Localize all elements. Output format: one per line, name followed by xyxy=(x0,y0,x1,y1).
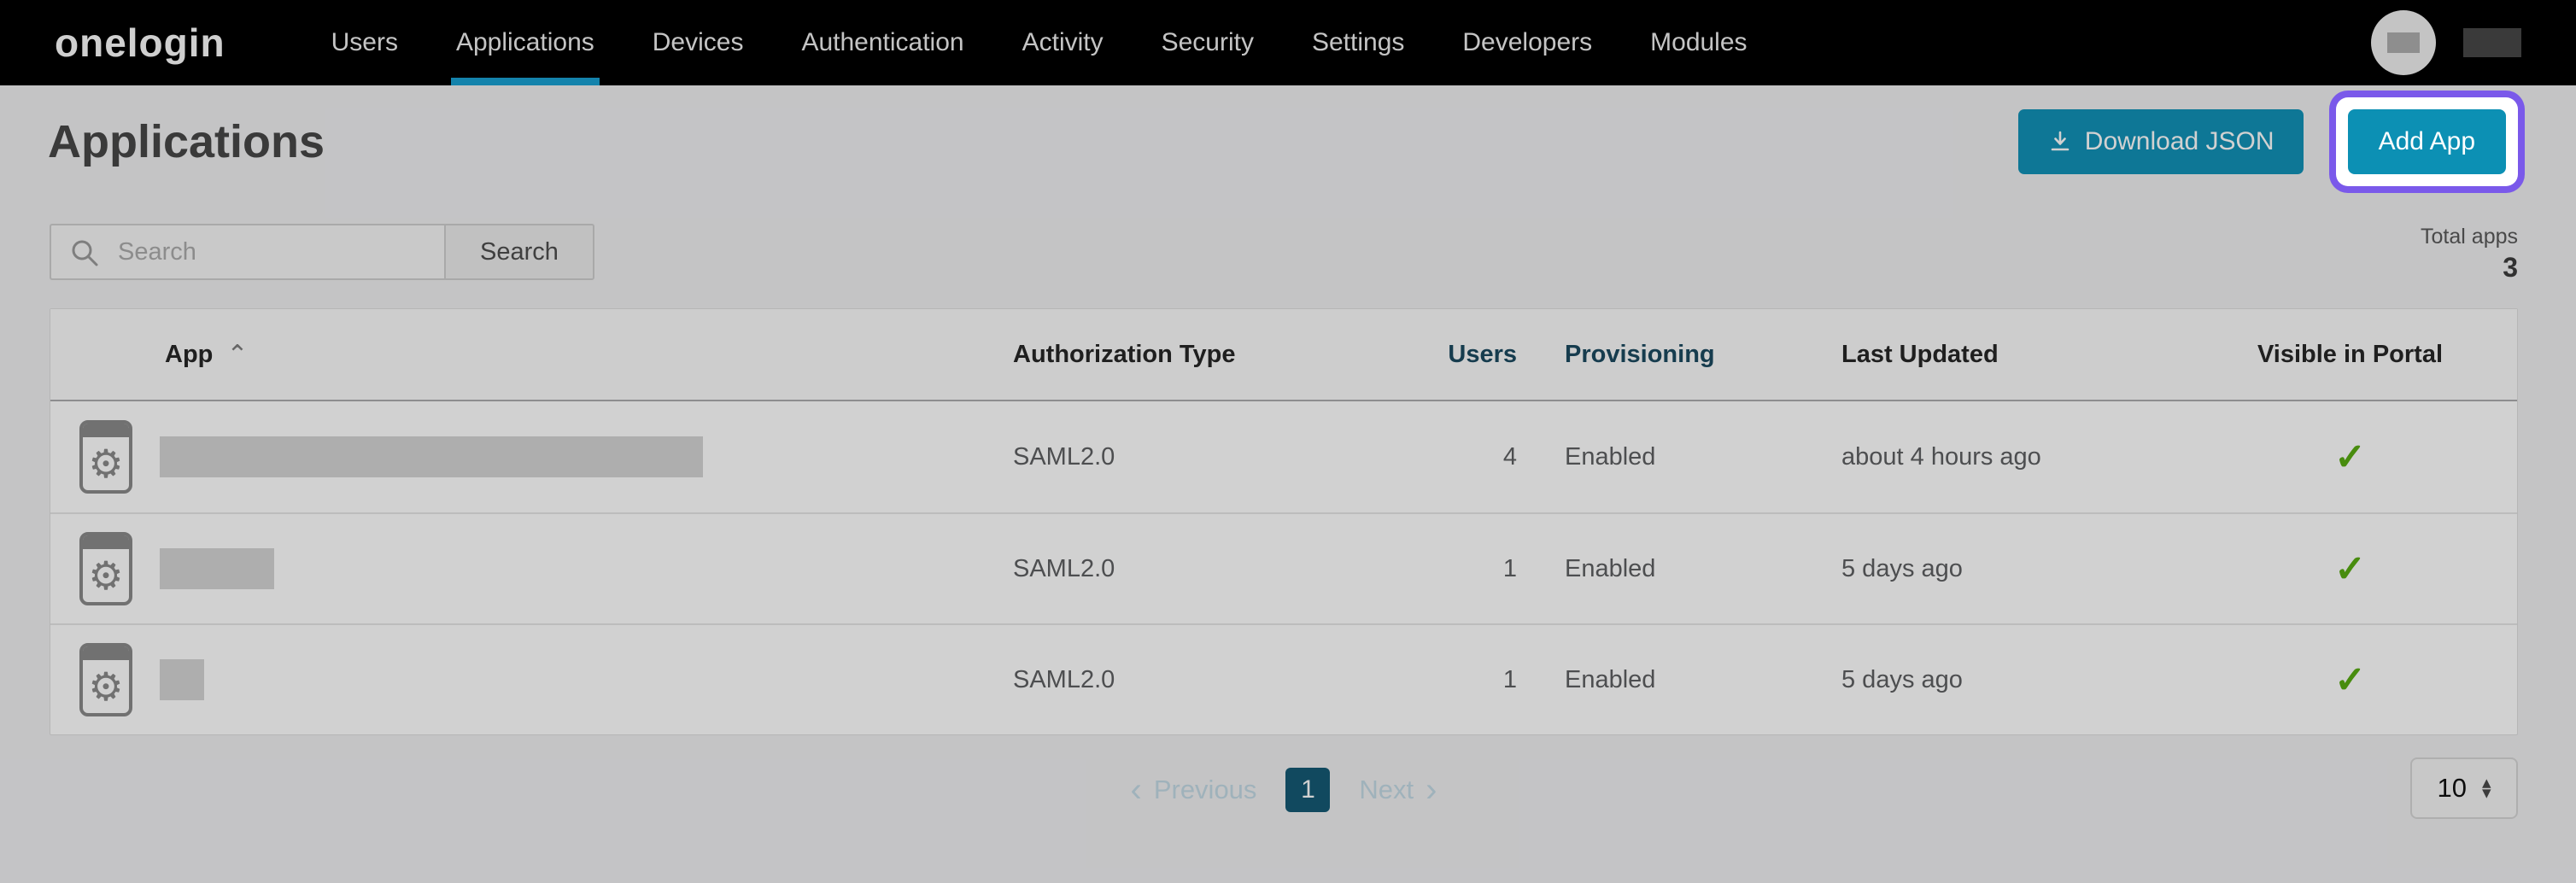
cell-authorization-type: SAML2.0 xyxy=(1013,442,1115,471)
current-page-button[interactable]: 1 xyxy=(1285,768,1331,813)
download-json-label: Download JSON xyxy=(2084,127,2274,155)
chevron-left-icon: ‹ xyxy=(1130,771,1142,810)
previous-label: Previous xyxy=(1153,775,1257,805)
cell-last-updated: 5 days ago xyxy=(1841,665,1963,693)
chevron-right-icon: › xyxy=(1426,771,1437,810)
page-size-select[interactable]: 10 ▴ ▾ xyxy=(2410,757,2518,820)
nav-item-activity[interactable]: Activity xyxy=(1022,28,1104,56)
column-header-visible-in-portal: Visible in Portal xyxy=(2257,340,2444,368)
total-apps-value: 3 xyxy=(2503,252,2518,284)
header-actions: Download JSON Add App xyxy=(2017,97,2518,186)
cell-users: 1 xyxy=(1502,665,1517,693)
app-gear-tile-icon: ⚙ xyxy=(79,532,132,606)
cell-provisioning: Enabled xyxy=(1565,665,1656,693)
column-header-app-label: App xyxy=(165,340,214,368)
add-app-button[interactable]: Add App xyxy=(2347,109,2506,174)
applications-table: App ⌃ Authorization Type Users Provision… xyxy=(50,308,2518,736)
content-area: Search Total apps 3 App ⌃ Authorization … xyxy=(0,224,2576,831)
cell-last-updated: about 4 hours ago xyxy=(1841,442,2041,471)
cell-authorization-type: SAML2.0 xyxy=(1013,665,1115,693)
nav-account-area xyxy=(2371,10,2521,75)
gear-icon: ⚙ xyxy=(88,553,124,599)
column-header-authorization-type: Authorization Type xyxy=(1013,340,1236,368)
onelogin-logo[interactable]: onelogin xyxy=(55,20,225,65)
avatar-redacted xyxy=(2387,32,2420,53)
previous-page-button[interactable]: ‹ Previous xyxy=(1130,773,1256,807)
app-gear-tile-icon: ⚙ xyxy=(79,420,132,494)
table-row[interactable]: ⚙ SAML2.0 1 Enabled 5 days ago ✓ xyxy=(50,623,2517,734)
cell-authorization-type: SAML2.0 xyxy=(1013,554,1115,582)
column-header-provisioning[interactable]: Provisioning xyxy=(1565,340,1715,368)
download-json-button[interactable]: Download JSON xyxy=(2017,109,2304,174)
cell-users: 4 xyxy=(1502,442,1517,471)
search-box: Search xyxy=(50,224,594,280)
page-title: Applications xyxy=(48,116,325,167)
total-apps: Total apps 3 xyxy=(2421,224,2518,284)
visible-check-icon: ✓ xyxy=(2334,436,2366,478)
app-name-redacted xyxy=(160,548,274,590)
search-input[interactable] xyxy=(50,224,444,280)
user-avatar[interactable] xyxy=(2371,10,2436,75)
column-header-last-updated: Last Updated xyxy=(1841,340,1999,368)
nav-item-devices[interactable]: Devices xyxy=(652,28,744,56)
column-header-users[interactable]: Users xyxy=(1448,340,1517,368)
total-apps-label: Total apps xyxy=(2421,225,2518,249)
nav-item-authentication[interactable]: Authentication xyxy=(801,28,964,56)
gear-icon: ⚙ xyxy=(88,442,124,487)
cell-provisioning: Enabled xyxy=(1565,554,1656,582)
next-page-button[interactable]: Next › xyxy=(1359,773,1437,807)
spinner-arrows-icon: ▴ ▾ xyxy=(2481,772,2491,804)
toolbar: Search Total apps 3 xyxy=(50,224,2518,284)
nav-item-applications[interactable]: Applications xyxy=(450,0,600,85)
app-gear-tile-icon: ⚙ xyxy=(79,643,132,717)
top-nav: onelogin Users Applications Devices Auth… xyxy=(0,0,2576,85)
search-icon xyxy=(72,240,98,266)
column-header-app[interactable]: App ⌃ xyxy=(50,340,1013,370)
table-row[interactable]: ⚙ SAML2.0 1 Enabled 5 days ago ✓ xyxy=(50,512,2517,623)
page-size-value: 10 xyxy=(2437,773,2467,804)
cell-last-updated: 5 days ago xyxy=(1841,554,1963,582)
add-app-spotlight: Add App xyxy=(2335,97,2518,186)
nav-item-settings[interactable]: Settings xyxy=(1311,28,1405,56)
cell-provisioning: Enabled xyxy=(1565,442,1656,471)
cell-users: 1 xyxy=(1502,554,1517,582)
gear-icon: ⚙ xyxy=(88,664,124,710)
app-name-redacted xyxy=(160,436,703,478)
app-name-redacted xyxy=(160,659,204,701)
visible-check-icon: ✓ xyxy=(2334,547,2366,590)
search-button[interactable]: Search xyxy=(444,224,594,280)
nav-item-security[interactable]: Security xyxy=(1161,28,1254,56)
sort-asc-icon: ⌃ xyxy=(226,340,249,369)
nav-items: Users Applications Devices Authenticatio… xyxy=(302,0,1777,85)
table-row[interactable]: ⚙ SAML2.0 4 Enabled about 4 hours ago ✓ xyxy=(50,401,2517,512)
next-label: Next xyxy=(1359,775,1414,805)
nav-item-developers[interactable]: Developers xyxy=(1462,28,1593,56)
visible-check-icon: ✓ xyxy=(2334,658,2366,701)
download-icon xyxy=(2051,131,2070,151)
account-name-redacted[interactable] xyxy=(2463,28,2521,57)
table-header-row: App ⌃ Authorization Type Users Provision… xyxy=(50,309,2517,402)
page-header: Applications Download JSON Add App xyxy=(0,85,2576,198)
pagination: ‹ Previous 1 Next › 10 ▴ ▾ xyxy=(50,749,2518,831)
nav-item-modules[interactable]: Modules xyxy=(1650,28,1748,56)
nav-item-users[interactable]: Users xyxy=(331,28,398,56)
